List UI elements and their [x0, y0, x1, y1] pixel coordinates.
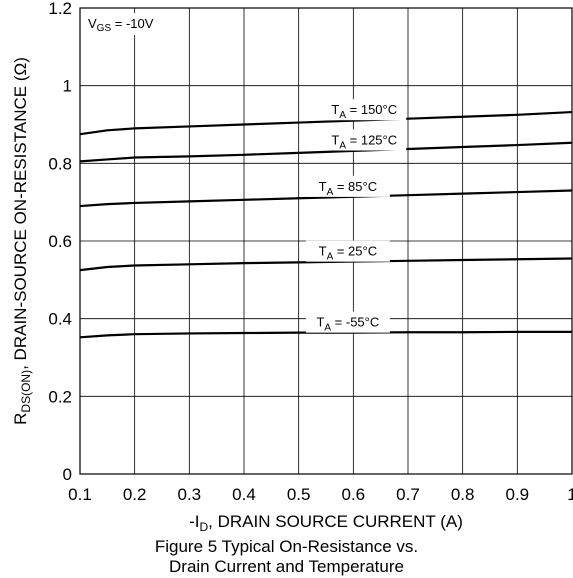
series-label-bg	[305, 311, 390, 333]
x-tick-label: 0.4	[232, 485, 256, 504]
series-line	[79, 141, 573, 163]
series-layer: TA = 150°C TA = 125°C TA = 85°C TA = 25°C TA…	[79, 99, 573, 339]
y-tick-label: 1.2	[48, 0, 72, 18]
series-label-bg	[305, 240, 390, 262]
x-tick-labels: 0.1 0.2 0.3 0.4 0.5 0.6 0.7 0.8 0.9 1	[68, 485, 573, 504]
series-label: TA = 150°C	[331, 102, 397, 121]
series-label: TA = -55°C	[316, 315, 379, 334]
condition-label-bg	[84, 13, 170, 35]
series-line	[79, 110, 573, 136]
series-label: TA = 25°C	[319, 244, 378, 263]
series-line	[79, 189, 573, 208]
series-label-bg	[322, 129, 407, 151]
caption-line-2: Drain Current and Temperature	[169, 557, 404, 576]
x-tick-label: 0.3	[178, 485, 202, 504]
y-tick-label: 0.6	[48, 232, 72, 251]
x-tick-label: 0.5	[287, 485, 311, 504]
x-tick-label: 0.9	[506, 485, 530, 504]
series-label: TA = 125°C	[331, 133, 397, 152]
x-tick-label: 0.8	[451, 485, 475, 504]
series-line	[79, 257, 573, 272]
y-tick-label: 0	[63, 465, 72, 484]
plot-frame	[79, 7, 573, 475]
series-label-bg	[305, 175, 390, 197]
x-tick-label: 0.7	[396, 485, 420, 504]
y-tick-label: 0.8	[48, 154, 72, 173]
y-tick-label: 0.2	[48, 387, 72, 406]
y-axis-label: RDS(ON), DRAIN-SOURCE ON-RESISTANCE (Ω)	[11, 57, 33, 425]
series-line	[79, 330, 572, 339]
x-tick-label: 0.6	[342, 485, 366, 504]
x-axis-label: -ID, DRAIN SOURCE CURRENT (A)	[189, 512, 463, 534]
series-label: TA = 85°C	[319, 179, 378, 198]
x-tick-label: 1	[567, 485, 573, 504]
y-tick-label: 0.4	[48, 310, 72, 329]
x-tick-label: 0.1	[68, 485, 92, 504]
y-tick-label: 1	[63, 77, 72, 96]
series-label-bg	[322, 99, 407, 121]
y-tick-labels: 0 0.2 0.4 0.6 0.8 1 1.2	[48, 0, 72, 484]
x-tick-label: 0.2	[123, 485, 147, 504]
condition-label: VGS = -10V	[88, 16, 154, 34]
caption-line-1: Figure 5 Typical On-Resistance vs.	[154, 537, 419, 556]
